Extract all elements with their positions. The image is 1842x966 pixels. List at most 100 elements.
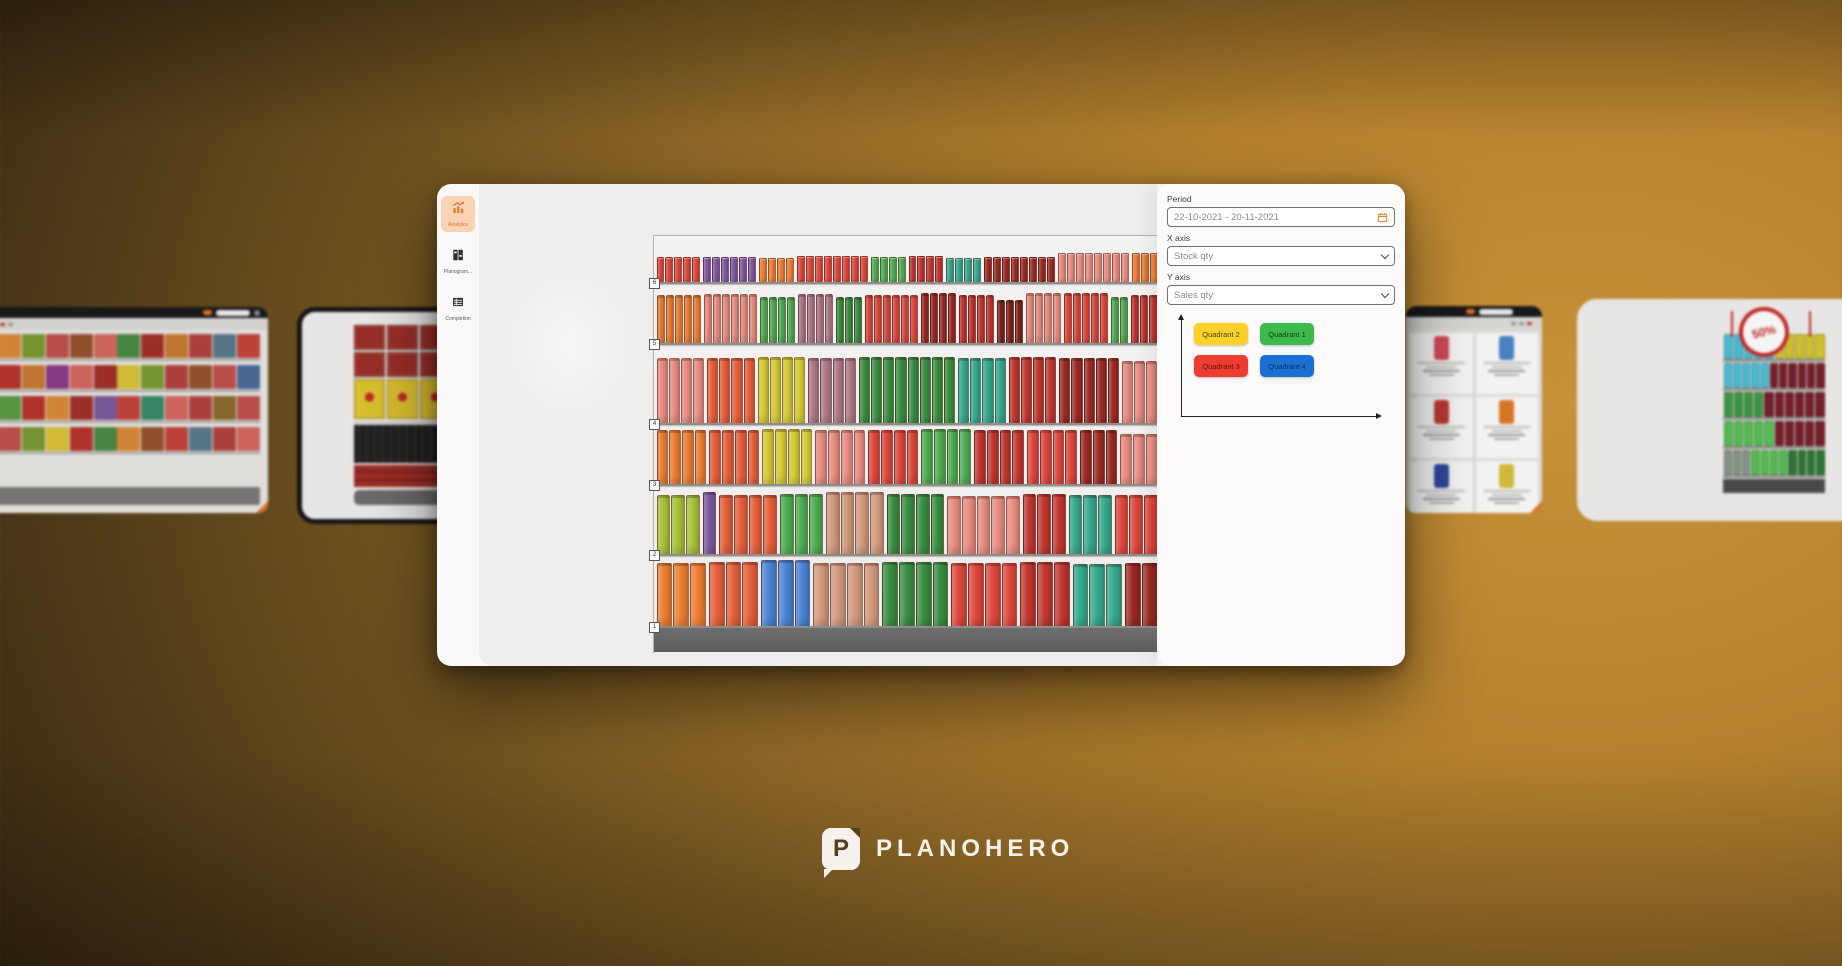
catalog-product-tile[interactable] [1475, 461, 1538, 513]
product-group[interactable] [707, 358, 756, 423]
product-group[interactable] [1022, 493, 1066, 554]
shelf-visualization[interactable]: 6 5 4 3 2 1 [649, 235, 1157, 653]
product-group[interactable] [656, 358, 705, 423]
quadrant-button-3[interactable]: Quadrant 3 [1194, 355, 1248, 377]
product-group[interactable] [1027, 430, 1078, 484]
product-group[interactable] [870, 257, 906, 282]
product-group[interactable] [815, 430, 866, 484]
quadrant-button-2[interactable]: Quadrant 1 [1260, 323, 1314, 345]
product-facing [855, 492, 869, 554]
product-group[interactable] [703, 257, 757, 282]
product-group[interactable] [1057, 252, 1129, 282]
chevron-down-icon [1380, 250, 1390, 260]
sidebar-item-planogram[interactable]: Planogram... [441, 244, 475, 279]
product-group[interactable] [908, 255, 944, 282]
product-group[interactable] [656, 430, 707, 484]
period-input[interactable]: 22-10-2021 - 20-11-2021 [1167, 207, 1395, 227]
product-group[interactable] [1008, 356, 1057, 423]
product-group[interactable] [825, 492, 884, 554]
product-group[interactable] [759, 258, 795, 282]
product-group[interactable] [886, 493, 945, 554]
planohero-logo: P PLANOHERO [822, 828, 1074, 878]
quadrant-button-1[interactable]: Quadrant 2 [1194, 323, 1248, 345]
product-group[interactable] [702, 492, 717, 554]
carousel-card-product-catalog[interactable] [1406, 306, 1542, 513]
product-group[interactable] [703, 294, 757, 343]
product-facing [841, 255, 850, 282]
product-group[interactable] [813, 563, 880, 626]
product-group[interactable] [946, 258, 982, 282]
product-group[interactable] [656, 257, 701, 282]
product-group[interactable] [757, 356, 806, 423]
product-group[interactable] [808, 358, 857, 423]
product-group[interactable] [864, 295, 919, 343]
product-group[interactable] [1120, 434, 1157, 484]
catalog-product-tile[interactable] [1410, 397, 1473, 458]
product-group[interactable] [959, 295, 995, 343]
product-group[interactable] [1059, 358, 1120, 423]
product-group[interactable] [921, 428, 972, 484]
wobbler-line [1731, 311, 1733, 337]
product-group[interactable] [1114, 495, 1157, 554]
catalog-product-tile[interactable] [1475, 333, 1538, 394]
product-group[interactable] [1122, 361, 1157, 423]
product-group[interactable] [835, 297, 862, 343]
catalog-product-tile[interactable] [1410, 461, 1473, 513]
sidebar-item-completion[interactable]: Completion [441, 291, 475, 326]
product-group[interactable] [1131, 295, 1157, 343]
product-group[interactable] [974, 430, 1025, 484]
product-group[interactable] [762, 428, 813, 484]
product-group[interactable] [1068, 495, 1112, 554]
product-group[interactable] [797, 294, 833, 343]
product-group[interactable] [868, 430, 919, 484]
product-group[interactable] [656, 563, 706, 626]
product-facing [762, 428, 775, 484]
product-group[interactable] [1064, 292, 1109, 343]
x-axis-select[interactable]: Stock qty [1167, 246, 1395, 266]
product-group[interactable] [1072, 564, 1123, 626]
product-group[interactable] [719, 495, 778, 554]
catalog-product-tile[interactable] [1475, 397, 1538, 458]
product-facing [946, 428, 959, 484]
rack-product [1743, 392, 1754, 417]
product-group[interactable] [1020, 561, 1070, 626]
product-group[interactable] [984, 257, 1056, 282]
sidebar-item-analytics[interactable]: Analytics [441, 196, 475, 232]
product-group[interactable] [796, 255, 868, 282]
carousel-card-promo-rack[interactable]: 50% [1577, 299, 1842, 521]
product-group[interactable] [1125, 563, 1157, 626]
product-group[interactable] [656, 295, 701, 343]
product-facing [1095, 358, 1107, 423]
pallet-boxes [354, 379, 451, 419]
calendar-icon[interactable] [1377, 212, 1388, 223]
carousel-card-planogram-editor[interactable] [0, 307, 268, 513]
product-group[interactable] [947, 496, 1020, 554]
product-group[interactable] [1080, 430, 1118, 484]
product-facing [915, 561, 932, 626]
product-group[interactable] [858, 356, 956, 423]
product-group[interactable] [951, 563, 1018, 626]
quadrant-button-4[interactable]: Quadrant 4 [1260, 355, 1314, 377]
product-group[interactable] [921, 292, 957, 343]
product-group[interactable] [761, 559, 811, 626]
product-group[interactable] [708, 561, 759, 626]
catalog-product-tile[interactable] [1410, 333, 1473, 394]
product-facing [1008, 356, 1020, 423]
product-group[interactable] [1111, 297, 1129, 343]
product-group[interactable] [882, 561, 949, 626]
product-group[interactable] [997, 299, 1024, 343]
product-group[interactable] [958, 358, 1007, 423]
product-group[interactable] [1026, 292, 1062, 343]
product-facing [1102, 252, 1111, 282]
planogram-canvas[interactable]: 6 5 4 3 2 1 [479, 184, 1157, 666]
product-group[interactable] [656, 495, 700, 554]
carousel-card-pallet-display[interactable] [297, 307, 459, 524]
product-group[interactable] [759, 297, 795, 343]
product-group[interactable] [709, 430, 760, 484]
product-text-line [1488, 370, 1526, 372]
product-group[interactable] [779, 493, 823, 554]
y-axis-select[interactable]: Sales qty [1167, 285, 1395, 305]
product-group[interactable] [1131, 252, 1157, 282]
catalog-corner-fold [1530, 501, 1542, 513]
shelf-base [654, 628, 1157, 652]
